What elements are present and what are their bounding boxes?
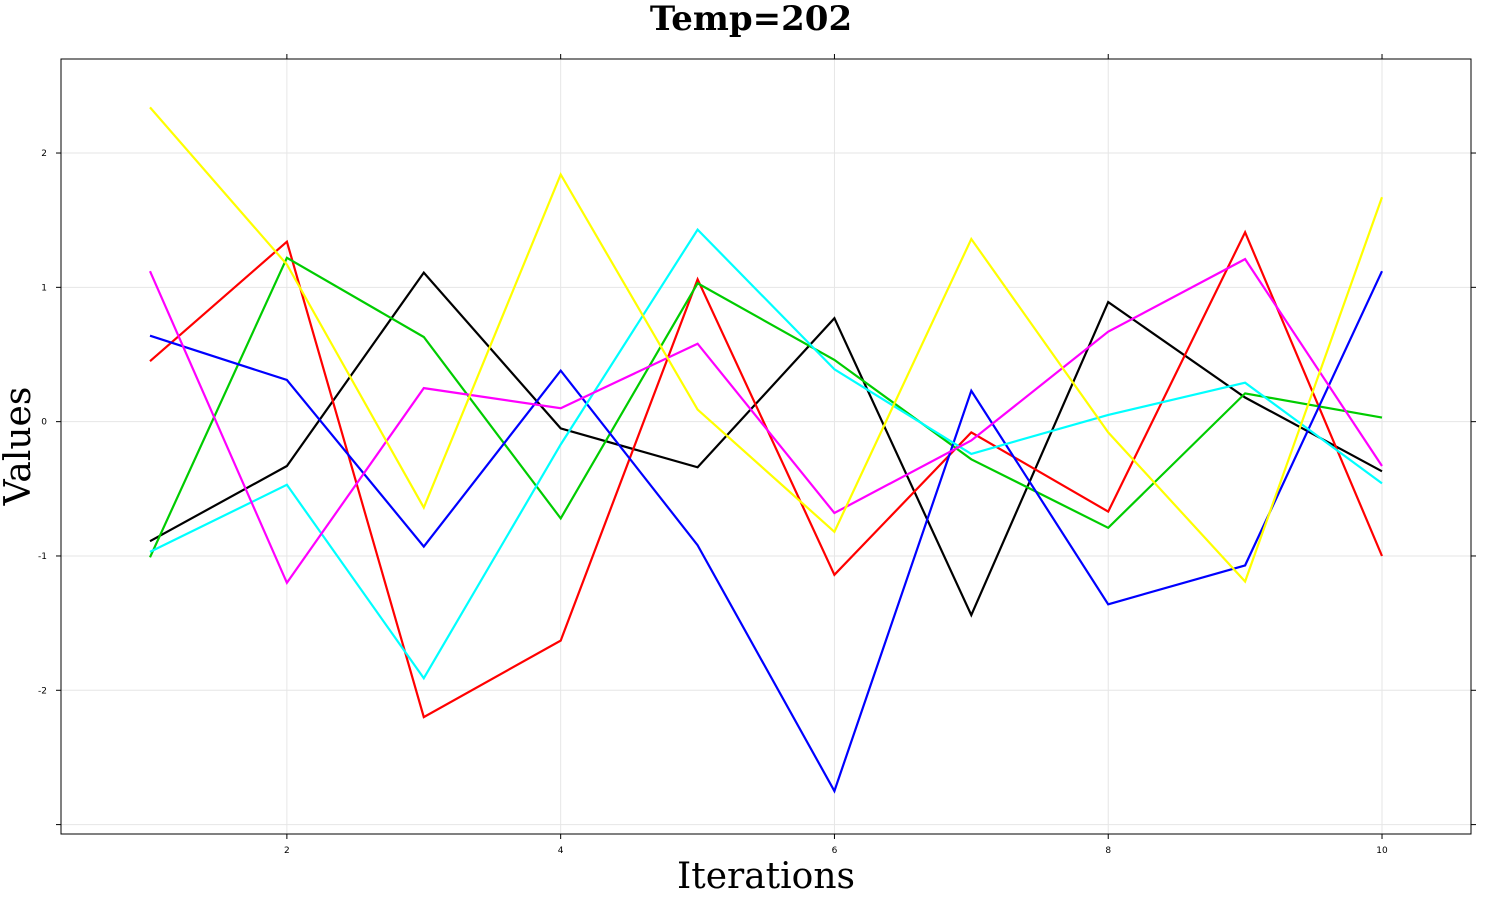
series-line-5 [149, 227, 1383, 681]
series-line-1 [149, 270, 1383, 618]
x-tick-label: 8 [1105, 846, 1111, 856]
series-lines [148, 106, 1384, 794]
x-tick-label: 4 [558, 846, 564, 856]
x-axis-title: Iterations [677, 856, 855, 897]
series-line-4 [149, 270, 1383, 794]
series-line-2 [149, 229, 1384, 719]
series-line-6 [148, 257, 1383, 586]
series-line-7 [149, 106, 1384, 584]
series-line-3 [148, 256, 1383, 558]
x-tick-label: 6 [832, 846, 838, 856]
y-tick-label: 1 [41, 283, 47, 293]
x-tick-label: 10 [1376, 846, 1388, 856]
y-tick-label: -2 [38, 686, 47, 696]
grid [61, 59, 1471, 834]
y-tick-label: -1 [38, 552, 47, 562]
axis-ticks: 2 4 6 8 10 -2 -1 0 1 2 [38, 54, 1476, 856]
y-axis-title: Values [0, 387, 39, 507]
x-tick-label: 2 [284, 846, 290, 856]
y-tick-label: 2 [41, 149, 47, 159]
y-tick-label: 0 [41, 418, 47, 428]
chart-title: Temp=202 [650, 0, 852, 39]
plot-frame [60, 58, 1472, 835]
